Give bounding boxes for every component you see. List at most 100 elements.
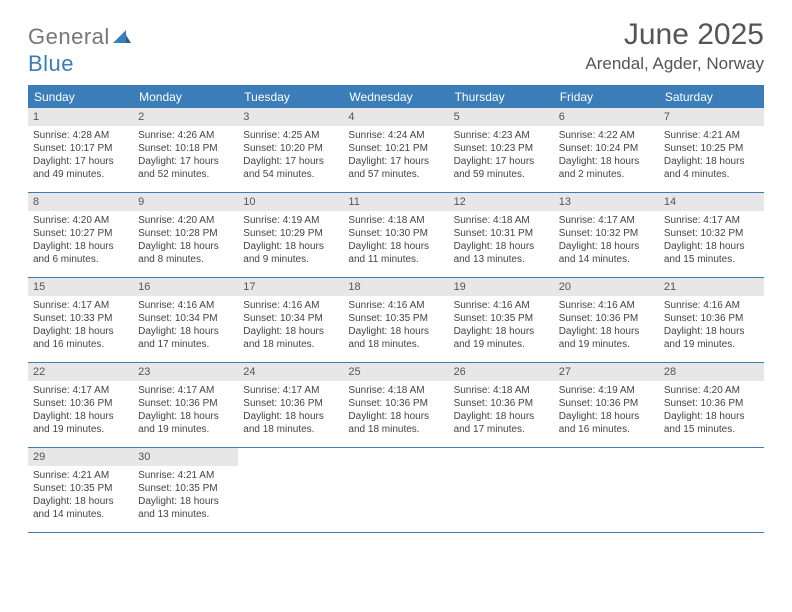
sunset-text: Sunset: 10:36 PM bbox=[664, 312, 759, 325]
sunrise-text: Sunrise: 4:16 AM bbox=[138, 299, 233, 312]
day-cell: 16Sunrise: 4:16 AMSunset: 10:34 PMDaylig… bbox=[133, 278, 238, 362]
sunrise-text: Sunrise: 4:28 AM bbox=[33, 129, 128, 142]
sunset-text: Sunset: 10:24 PM bbox=[559, 142, 654, 155]
sunrise-text: Sunrise: 4:17 AM bbox=[664, 214, 759, 227]
sunset-text: Sunset: 10:36 PM bbox=[664, 397, 759, 410]
sunrise-text: Sunrise: 4:16 AM bbox=[348, 299, 443, 312]
sunset-text: Sunset: 10:36 PM bbox=[348, 397, 443, 410]
day-cell: 12Sunrise: 4:18 AMSunset: 10:31 PMDaylig… bbox=[449, 193, 554, 277]
sunrise-text: Sunrise: 4:16 AM bbox=[664, 299, 759, 312]
daylight-line2: and 59 minutes. bbox=[454, 168, 549, 181]
day-content: Sunrise: 4:18 AMSunset: 10:30 PMDaylight… bbox=[343, 211, 448, 271]
daylight-line1: Daylight: 18 hours bbox=[348, 240, 443, 253]
day-content: Sunrise: 4:21 AMSunset: 10:25 PMDaylight… bbox=[659, 126, 764, 186]
day-number: 10 bbox=[238, 193, 343, 211]
weekday-thursday: Thursday bbox=[449, 86, 554, 108]
day-content: Sunrise: 4:17 AMSunset: 10:32 PMDaylight… bbox=[554, 211, 659, 271]
day-cell: 4Sunrise: 4:24 AMSunset: 10:21 PMDayligh… bbox=[343, 108, 448, 192]
day-cell: 26Sunrise: 4:18 AMSunset: 10:36 PMDaylig… bbox=[449, 363, 554, 447]
sunset-text: Sunset: 10:31 PM bbox=[454, 227, 549, 240]
sunrise-text: Sunrise: 4:19 AM bbox=[559, 384, 654, 397]
daylight-line1: Daylight: 18 hours bbox=[138, 495, 233, 508]
sunset-text: Sunset: 10:29 PM bbox=[243, 227, 338, 240]
sunset-text: Sunset: 10:18 PM bbox=[138, 142, 233, 155]
daylight-line2: and 16 minutes. bbox=[559, 423, 654, 436]
sunset-text: Sunset: 10:36 PM bbox=[243, 397, 338, 410]
week-row: 22Sunrise: 4:17 AMSunset: 10:36 PMDaylig… bbox=[28, 363, 764, 448]
daylight-line2: and 2 minutes. bbox=[559, 168, 654, 181]
day-number: 24 bbox=[238, 363, 343, 381]
day-content: Sunrise: 4:19 AMSunset: 10:29 PMDaylight… bbox=[238, 211, 343, 271]
week-row: 1 Sunrise: 4:28 AMSunset: 10:17 PM Dayligh… bbox=[28, 108, 764, 193]
sunset-text: Sunset: 10:28 PM bbox=[138, 227, 233, 240]
brand-logo: GeneralBlue bbox=[28, 18, 132, 77]
daylight-line2: and 18 minutes. bbox=[243, 338, 338, 351]
day-cell: 8Sunrise: 4:20 AMSunset: 10:27 PMDayligh… bbox=[28, 193, 133, 277]
daylight-line2: and 18 minutes. bbox=[348, 338, 443, 351]
daylight-line1: Daylight: 17 hours bbox=[348, 155, 443, 168]
daylight-line1: Daylight: 18 hours bbox=[243, 410, 338, 423]
day-cell: 2Sunrise: 4:26 AMSunset: 10:18 PMDayligh… bbox=[133, 108, 238, 192]
sunrise-text: Sunrise: 4:17 AM bbox=[33, 384, 128, 397]
day-number: 23 bbox=[133, 363, 238, 381]
daylight-line2: and 4 minutes. bbox=[664, 168, 759, 181]
weeks-container: 1 Sunrise: 4:28 AMSunset: 10:17 PM Dayligh… bbox=[28, 108, 764, 533]
daylight-line1: Daylight: 18 hours bbox=[243, 240, 338, 253]
daylight-line1: Daylight: 18 hours bbox=[454, 410, 549, 423]
day-content: Sunrise: 4:16 AMSunset: 10:36 PMDaylight… bbox=[554, 296, 659, 356]
weekday-saturday: Saturday bbox=[659, 86, 764, 108]
day-content: Sunrise: 4:25 AMSunset: 10:20 PMDaylight… bbox=[238, 126, 343, 186]
day-cell: 30Sunrise: 4:21 AMSunset: 10:35 PMDaylig… bbox=[133, 448, 238, 532]
day-number: 16 bbox=[133, 278, 238, 296]
day-number: 25 bbox=[343, 363, 448, 381]
daylight-line1: Daylight: 18 hours bbox=[33, 410, 128, 423]
daylight-line2: and 18 minutes. bbox=[243, 423, 338, 436]
daylight-line1: Daylight: 18 hours bbox=[243, 325, 338, 338]
daylight-line2: and 57 minutes. bbox=[348, 168, 443, 181]
sunrise-text: Sunrise: 4:20 AM bbox=[33, 214, 128, 227]
sunset-text: Sunset: 10:34 PM bbox=[138, 312, 233, 325]
sunset-text: Sunset: 10:34 PM bbox=[243, 312, 338, 325]
week-row: 29Sunrise: 4:21 AMSunset: 10:35 PMDaylig… bbox=[28, 448, 764, 533]
day-content: Sunrise: 4:16 AMSunset: 10:34 PMDaylight… bbox=[133, 296, 238, 356]
sunset-text: Sunset: 10:36 PM bbox=[559, 312, 654, 325]
day-number: 22 bbox=[28, 363, 133, 381]
daylight-line1: Daylight: 17 hours bbox=[243, 155, 338, 168]
sunset-text: Sunset: 10:33 PM bbox=[33, 312, 128, 325]
sunrise-text: Sunrise: 4:20 AM bbox=[664, 384, 759, 397]
sunrise-text: Sunrise: 4:16 AM bbox=[243, 299, 338, 312]
day-cell: 17Sunrise: 4:16 AMSunset: 10:34 PMDaylig… bbox=[238, 278, 343, 362]
day-number: 18 bbox=[343, 278, 448, 296]
day-content: Sunrise: 4:16 AMSunset: 10:34 PMDaylight… bbox=[238, 296, 343, 356]
day-content: Sunrise: 4:17 AMSunset: 10:36 PMDaylight… bbox=[28, 381, 133, 441]
day-cell: 28Sunrise: 4:20 AMSunset: 10:36 PMDaylig… bbox=[659, 363, 764, 447]
calendar: Sunday Monday Tuesday Wednesday Thursday… bbox=[28, 85, 764, 533]
day-number: 1 bbox=[28, 108, 133, 126]
day-number: 27 bbox=[554, 363, 659, 381]
day-number: 14 bbox=[659, 193, 764, 211]
daylight-line1: Daylight: 18 hours bbox=[559, 325, 654, 338]
month-title: June 2025 bbox=[585, 18, 764, 52]
day-content: Sunrise: 4:21 AMSunset: 10:35 PMDaylight… bbox=[28, 466, 133, 526]
daylight-line1: Daylight: 18 hours bbox=[664, 240, 759, 253]
empty-cell bbox=[449, 448, 554, 532]
day-cell: 5Sunrise: 4:23 AMSunset: 10:23 PMDayligh… bbox=[449, 108, 554, 192]
day-cell: 25Sunrise: 4:18 AMSunset: 10:36 PMDaylig… bbox=[343, 363, 448, 447]
daylight-line2: and 17 minutes. bbox=[454, 423, 549, 436]
daylight-line2: and 9 minutes. bbox=[243, 253, 338, 266]
sunrise-text: Sunrise: 4:17 AM bbox=[559, 214, 654, 227]
day-number: 11 bbox=[343, 193, 448, 211]
daylight-line2: and 13 minutes. bbox=[138, 508, 233, 521]
day-cell: 20Sunrise: 4:16 AMSunset: 10:36 PMDaylig… bbox=[554, 278, 659, 362]
sunset-text: Sunset: 10:21 PM bbox=[348, 142, 443, 155]
sunset-text: Sunset: 10:17 PM bbox=[33, 142, 128, 155]
day-content: Sunrise: 4:20 AMSunset: 10:36 PMDaylight… bbox=[659, 381, 764, 441]
day-content: Sunrise: 4:16 AMSunset: 10:35 PMDaylight… bbox=[343, 296, 448, 356]
sunset-text: Sunset: 10:32 PM bbox=[664, 227, 759, 240]
sunrise-text: Sunrise: 4:21 AM bbox=[664, 129, 759, 142]
daylight-line1: Daylight: 17 hours bbox=[138, 155, 233, 168]
sunrise-text: Sunrise: 4:16 AM bbox=[454, 299, 549, 312]
day-number: 3 bbox=[238, 108, 343, 126]
brand-part1: General bbox=[28, 24, 110, 49]
day-cell: 27Sunrise: 4:19 AMSunset: 10:36 PMDaylig… bbox=[554, 363, 659, 447]
